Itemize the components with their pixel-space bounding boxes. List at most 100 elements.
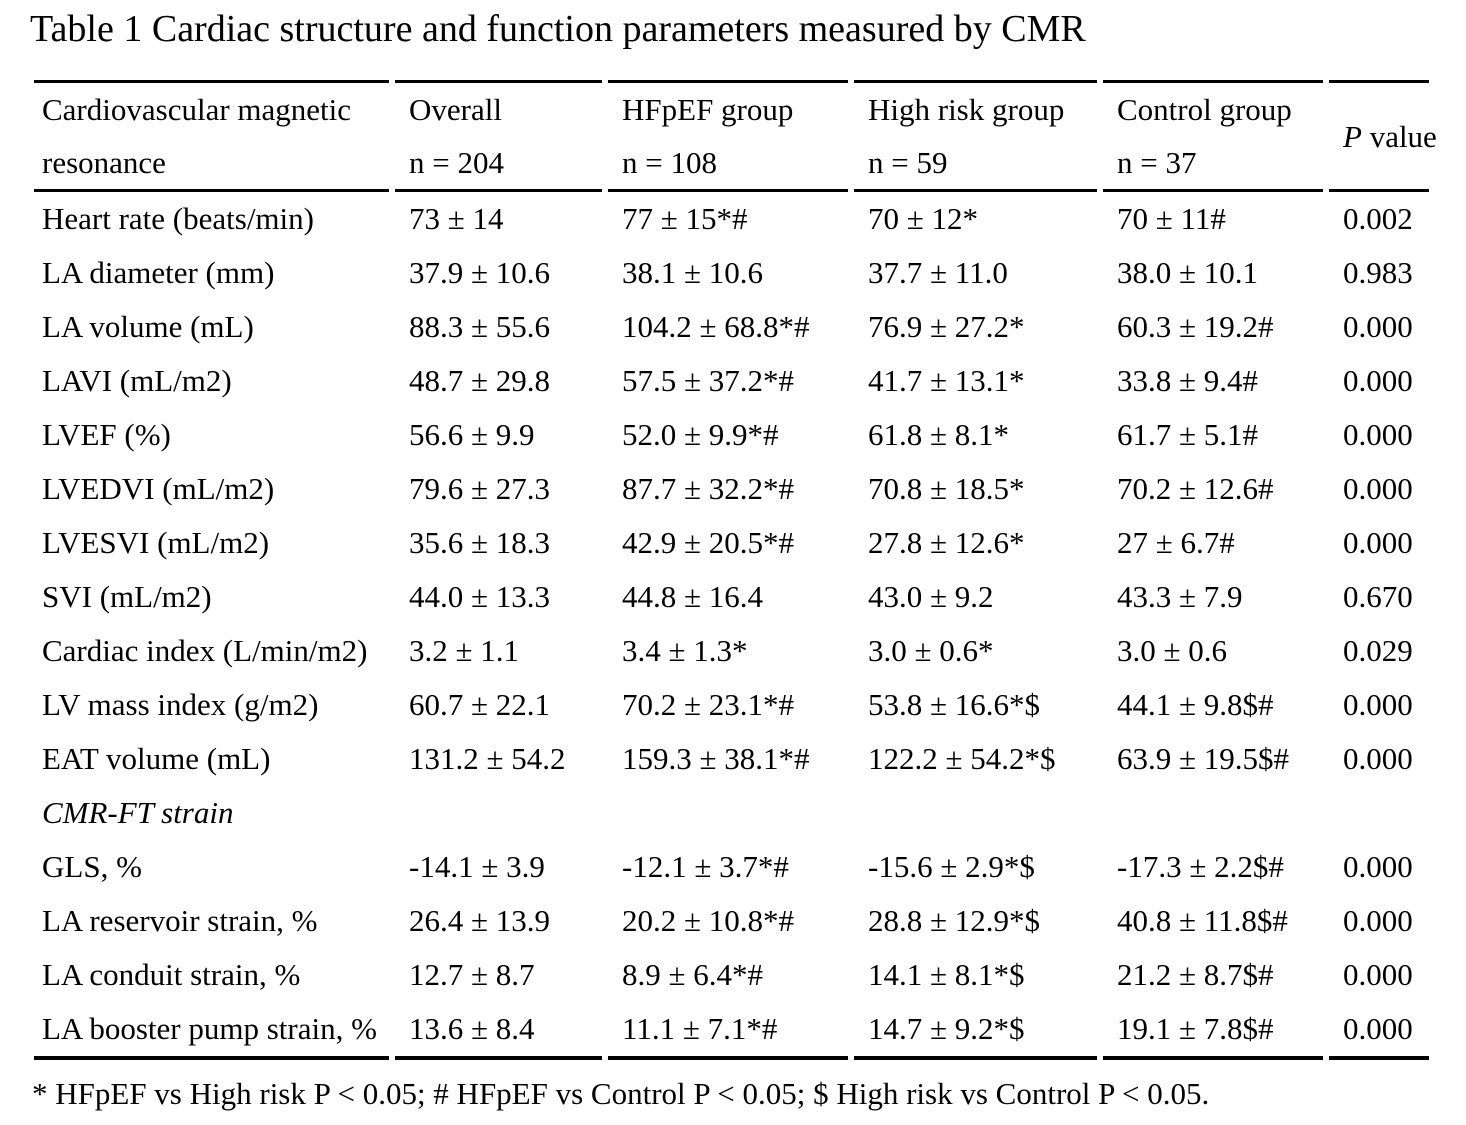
row-value: 60.3 ± 19.2# [1117,309,1274,344]
table-row: LA conduit strain, % 12.7 ± 8.7 8.9 ± 6.4*… [34,948,1429,1002]
table-row: LV mass index (g/m2) 60.7 ± 22.1 70.2 ± 23… [34,678,1429,732]
row-value: 57.5 ± 37.2*# [622,363,795,398]
table-row: GLS, % -14.1 ± 3.9 -12.1 ± 3.7*# -15.6 ± 2.… [34,840,1429,894]
row-value: 0.000 [1343,903,1413,938]
table-row: SVI (mL/m2) 44.0 ± 13.3 44.8 ± 16.4 43.0 ± … [34,570,1429,624]
row-value: 43.3 ± 7.9 [1117,579,1243,614]
row-value: 48.7 ± 29.8 [409,363,551,398]
row-label: LA booster pump strain, % [34,1002,389,1060]
header-hfpef-name: HFpEF group [622,92,794,127]
row-value: 38.1 ± 10.6 [622,255,764,290]
row-value: 70.2 ± 12.6# [1117,471,1274,506]
row-value: -17.3 ± 2.2$# [1117,849,1284,884]
table-row: LVESVI (mL/m2) 35.6 ± 18.3 42.9 ± 20.5*# 27… [34,516,1429,570]
pvalue-rest: value [1361,118,1437,154]
header-pvalue-column: P value [1329,80,1437,192]
table-row: LA diameter (mm) 37.9 ± 10.6 38.1 ± 10.6 37… [34,246,1429,300]
row-label: LA volume (mL) [42,309,254,344]
row-value: -15.6 ± 2.9*$ [868,849,1035,884]
table-row: LAVI (mL/m2) 48.7 ± 29.8 57.5 ± 37.2*# 41.7… [34,354,1429,408]
row-value: 3.0 ± 0.6 [1117,633,1228,668]
row-value: 42.9 ± 20.5*# [622,525,795,560]
row-value: 79.6 ± 27.3 [409,471,551,506]
header-overall-name: Overall [409,92,502,127]
table-row: Heart rate (beats/min) 73 ± 14 77 ± 15*# 70… [34,192,1429,246]
row-value: 104.2 ± 68.8*# [622,309,810,344]
row-value: 14.7 ± 9.2*$ [854,1002,1097,1060]
row-value: 0.000 [1343,849,1413,884]
cmr-parameters-table: Cardiovascular magnetic resonance Overal… [28,80,1437,1060]
row-value: 44.1 ± 9.8$# [1117,687,1274,722]
row-label: LV mass index (g/m2) [42,687,319,722]
row-label: SVI (mL/m2) [42,579,212,614]
header-control-column: Control group n = 37 [1103,80,1323,192]
header-parameter-column: Cardiovascular magnetic resonance [34,80,389,192]
row-value: 33.8 ± 9.4# [1117,363,1259,398]
row-value: 37.7 ± 11.0 [868,255,1008,290]
row-value: 3.4 ± 1.3* [622,633,748,668]
row-label: Heart rate (beats/min) [42,201,314,236]
header-overall-n: n = 204 [409,145,504,180]
section-row: CMR-FT strain [34,786,1429,840]
row-value: 0.000 [1343,957,1413,992]
table-title: Table 1 Cardiac structure and function p… [30,8,1086,50]
row-value: -14.1 ± 3.9 [409,849,545,884]
row-label: GLS, % [42,849,142,884]
row-value: 88.3 ± 55.6 [409,309,551,344]
row-value: 0.029 [1343,633,1413,668]
row-label: LVESVI (mL/m2) [42,525,270,560]
row-value: 61.8 ± 8.1* [868,417,1010,452]
table-row: LVEDVI (mL/m2) 79.6 ± 27.3 87.7 ± 32.2*# 70… [34,462,1429,516]
row-value: 0.000 [1343,471,1413,506]
row-value: 38.0 ± 10.1 [1117,255,1259,290]
row-value: 52.0 ± 9.9*# [622,417,779,452]
table-row: EAT volume (mL) 131.2 ± 54.2 159.3 ± 38.1*… [34,732,1429,786]
row-value: 0.000 [1343,687,1413,722]
header-parameter-line1: Cardiovascular magnetic [42,92,352,127]
row-label: EAT volume (mL) [42,741,271,776]
row-value: 26.4 ± 13.9 [409,903,551,938]
row-label: LVEDVI (mL/m2) [42,471,275,506]
row-label: CMR-FT strain [42,795,234,830]
header-parameter-line2: resonance [42,145,166,180]
row-value: 0.000 [1343,309,1413,344]
row-value: 43.0 ± 9.2 [868,579,994,614]
table-header: Cardiovascular magnetic resonance Overal… [34,80,1437,192]
row-value: 87.7 ± 32.2*# [622,471,795,506]
row-value: 27 ± 6.7# [1117,525,1235,560]
table-row: LVEF (%) 56.6 ± 9.9 52.0 ± 9.9*# 61.8 ± 8.1… [34,408,1429,462]
row-value: 20.2 ± 10.8*# [622,903,795,938]
row-value: 21.2 ± 8.7$# [1117,957,1274,992]
row-value: 40.8 ± 11.8$# [1117,903,1288,938]
row-value: 37.9 ± 10.6 [409,255,551,290]
header-control-name: Control group [1117,92,1292,127]
row-label: Cardiac index (L/min/m2) [42,633,368,668]
row-value: 77 ± 15*# [622,201,748,236]
header-pvalue-label: P value [1343,110,1437,163]
row-value: 41.7 ± 13.1* [868,363,1025,398]
table-row: LA volume (mL) 88.3 ± 55.6 104.2 ± 68.8*# 7… [34,300,1429,354]
row-value: 56.6 ± 9.9 [409,417,535,452]
header-high-risk-name: High risk group [868,92,1065,127]
table-row: LA reservoir strain, % 26.4 ± 13.9 20.2 ± … [34,894,1429,948]
row-value [1329,786,1429,840]
row-value: 44.0 ± 13.3 [409,579,551,614]
header-row: Cardiovascular magnetic resonance Overal… [34,80,1437,192]
row-label: LAVI (mL/m2) [42,363,232,398]
row-value: 70.2 ± 23.1*# [622,687,795,722]
header-overall-column: Overall n = 204 [395,80,602,192]
row-value: 35.6 ± 18.3 [409,525,551,560]
row-value: 0.000 [1343,525,1413,560]
row-label: LA reservoir strain, % [42,903,318,938]
header-high-risk-n: n = 59 [868,145,948,180]
row-label: LVEF (%) [42,417,171,452]
row-value: 61.7 ± 5.1# [1117,417,1259,452]
footnote: * HFpEF vs High risk P < 0.05; # HFpEF v… [32,1076,1210,1111]
table-row: Cardiac index (L/min/m2) 3.2 ± 1.1 3.4 ± 1… [34,624,1429,678]
row-value: 70 ± 11# [1117,201,1226,236]
row-label: LA diameter (mm) [42,255,275,290]
row-value: 131.2 ± 54.2 [409,741,566,776]
row-value: 0.000 [1329,1002,1429,1060]
row-value: 19.1 ± 7.8$# [1103,1002,1323,1060]
